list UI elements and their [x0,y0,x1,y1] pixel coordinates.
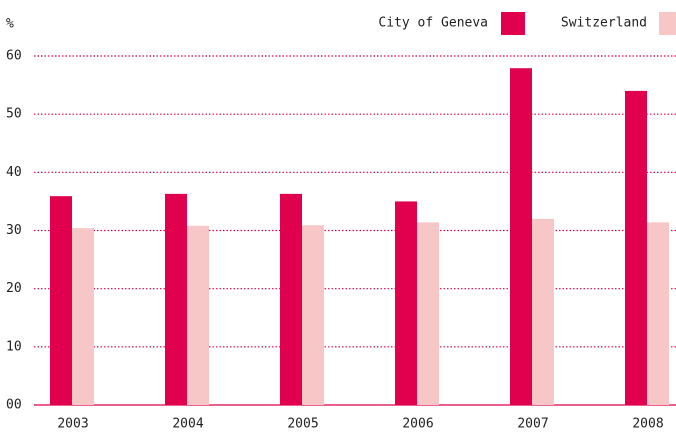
bar [532,218,554,405]
bar [50,196,72,405]
legend-label: City of Geneva [378,16,488,31]
y-tick-label: 60 [6,49,22,64]
bar [280,193,302,405]
y-tick-label: 50 [6,107,22,122]
y-tick-label: 00 [6,398,22,413]
y-axis-label: % [6,17,14,32]
x-tick-label: 2006 [402,417,433,432]
bar [165,193,187,405]
bar [395,201,417,405]
y-tick-label: 30 [6,223,22,238]
x-tick-label: 2007 [517,417,548,432]
legend-label: Switzerland [561,16,647,31]
x-tick-label: 2004 [172,417,203,432]
x-tick-label: 2005 [287,417,318,432]
bar [625,90,647,406]
bar [187,225,209,405]
y-tick-label: 10 [6,339,22,354]
legend-swatch [501,12,525,35]
bar [72,228,94,405]
x-tick-label: 2003 [57,417,88,432]
y-tick-label: 40 [6,165,22,180]
bar [510,68,532,405]
bar [302,225,324,405]
x-tick-label: 2008 [632,417,663,432]
bar [647,222,669,405]
legend-swatch [659,12,676,35]
bar [417,222,439,405]
y-tick-label: 20 [6,281,22,296]
